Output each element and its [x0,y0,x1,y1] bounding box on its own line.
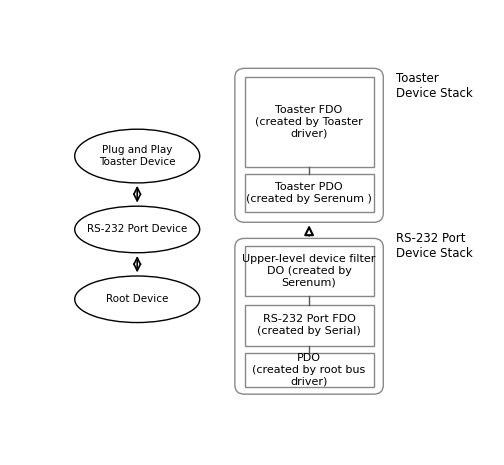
Text: Upper-level device filter
DO (created by
Serenum): Upper-level device filter DO (created by… [242,254,376,287]
Text: RS-232 Port FDO
(created by Serial): RS-232 Port FDO (created by Serial) [257,314,361,336]
Bar [244,174,373,212]
Bar [244,77,373,167]
Text: Toaster
Device Stack: Toaster Device Stack [396,72,473,100]
Text: Root Device: Root Device [106,294,168,304]
Text: Toaster FDO
(created by Toaster
driver): Toaster FDO (created by Toaster driver) [255,106,363,139]
Text: Plug and Play
Toaster Device: Plug and Play Toaster Device [99,145,175,167]
Text: PDO
(created by root bus
driver): PDO (created by root bus driver) [253,353,366,386]
FancyBboxPatch shape [235,68,384,222]
Bar [244,353,373,387]
Bar [244,305,373,346]
Text: Toaster PDO
(created by Serenum ): Toaster PDO (created by Serenum ) [246,182,372,204]
Text: RS-232 Port Device: RS-232 Port Device [87,225,187,234]
Text: RS-232 Port
Device Stack: RS-232 Port Device Stack [396,232,473,259]
FancyBboxPatch shape [235,239,384,394]
Bar [244,246,373,296]
